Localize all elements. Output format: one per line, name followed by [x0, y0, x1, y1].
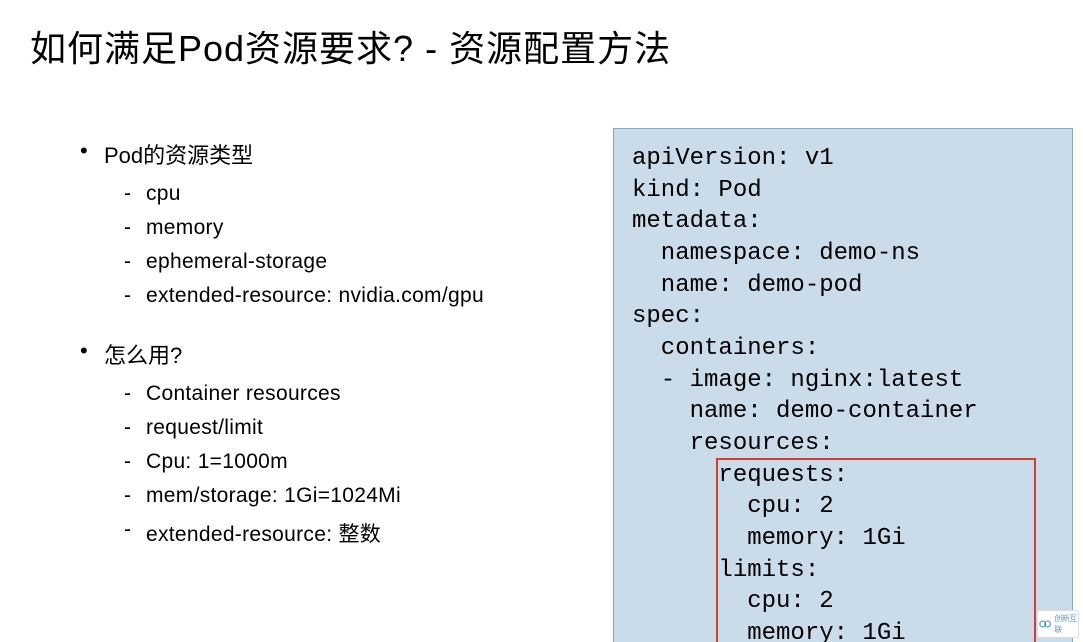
code-line: resources: [632, 428, 1054, 460]
code-line: kind: Pod [632, 175, 1054, 207]
bullet-lvl2: extended-resource: 整数 [124, 518, 580, 548]
bullet-lvl2: ephemeral-storage [124, 250, 580, 274]
bullet-lvl2: Cpu: 1=1000m [124, 450, 580, 474]
bullet-lvl2: cpu [124, 182, 580, 206]
slide-container: 如何满足Pod资源要求? - 资源配置方法 Pod的资源类型 cpu memor… [0, 0, 1083, 642]
watermark-label: 创新互联 [1054, 613, 1078, 635]
code-line: name: demo-container [632, 396, 1054, 428]
bullet-lvl2: request/limit [124, 416, 580, 440]
code-line: containers: [632, 333, 1054, 365]
code-line: apiVersion: v1 [632, 143, 1054, 175]
bullet-list: Pod的资源类型 cpu memory ephemeral-storage ex… [80, 138, 580, 558]
slide-title: 如何满足Pod资源要求? - 资源配置方法 [30, 20, 671, 72]
bullet-lvl2: Container resources [124, 382, 580, 406]
bullet-lvl2: memory [124, 216, 580, 240]
watermark-badge: 创新互联 [1037, 610, 1079, 638]
code-line: spec: [632, 301, 1054, 333]
bullet-lvl1: 怎么用? [80, 338, 580, 370]
code-line: namespace: demo-ns [632, 238, 1054, 270]
highlight-box [716, 458, 1036, 642]
code-panel: apiVersion: v1kind: Podmetadata: namespa… [613, 128, 1073, 642]
code-line: metadata: [632, 206, 1054, 238]
bullet-lvl2: mem/storage: 1Gi=1024Mi [124, 484, 580, 508]
code-line: - image: nginx:latest [632, 365, 1054, 397]
link-icon [1038, 615, 1052, 633]
bullet-lvl1: Pod的资源类型 [80, 138, 580, 170]
bullet-lvl2: extended-resource: nvidia.com/gpu [124, 284, 580, 308]
code-line: name: demo-pod [632, 270, 1054, 302]
